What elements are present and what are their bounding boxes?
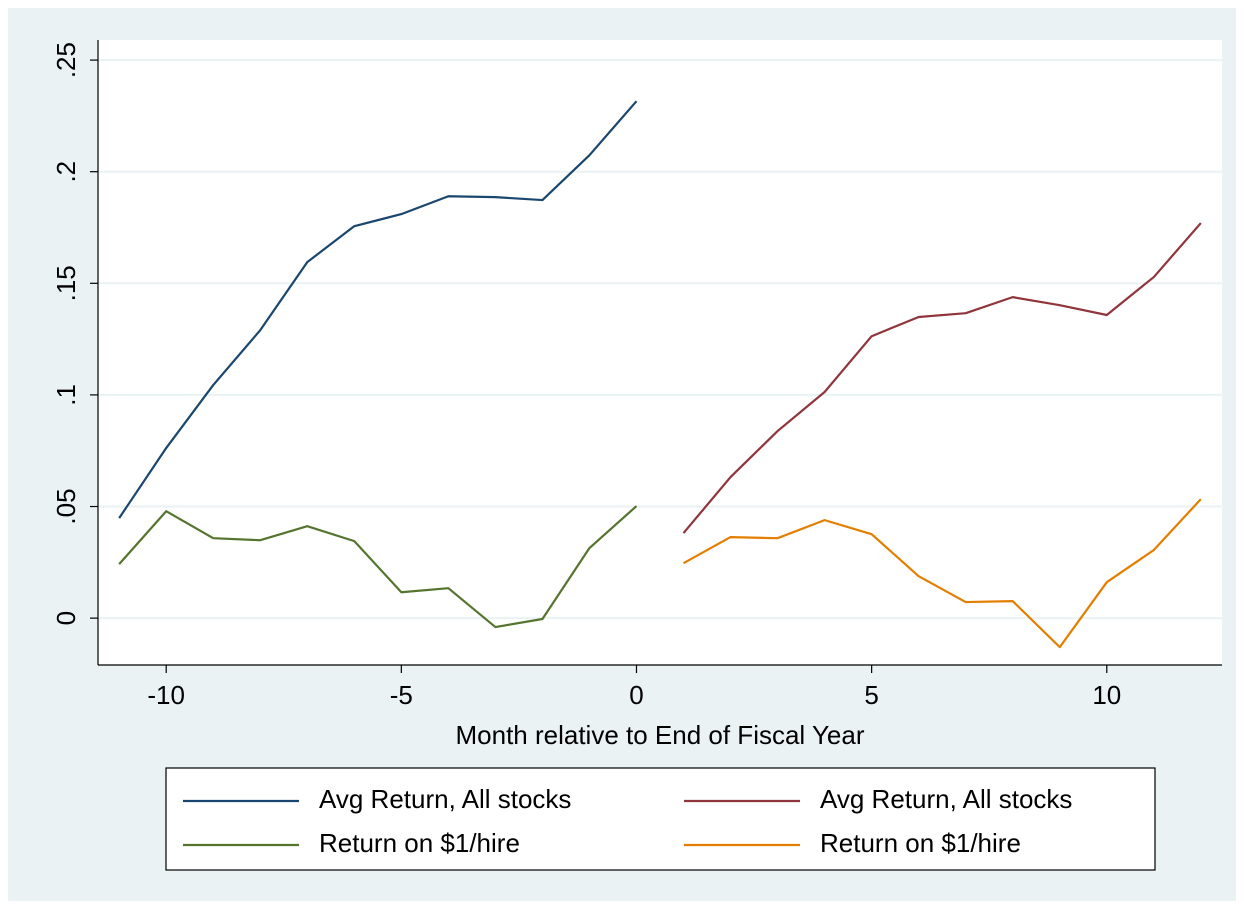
legend-label: Avg Return, All stocks [820,784,1072,814]
x-tick-label: -5 [390,680,413,710]
legend-label: Avg Return, All stocks [319,784,571,814]
y-tick-label: .25 [51,42,81,78]
y-tick-label: 0 [51,611,81,625]
y-tick-label: .15 [51,265,81,301]
x-tick-label: 0 [629,680,643,710]
y-tick-label: .05 [51,488,81,524]
x-tick-label: -10 [147,680,185,710]
legend-label: Return on $1/hire [319,828,520,858]
y-tick-label: .1 [51,384,81,406]
legend-label: Return on $1/hire [820,828,1021,858]
x-tick-label: 10 [1092,680,1121,710]
plot-area [98,40,1222,665]
legend [165,767,1156,871]
x-tick-label: 5 [864,680,878,710]
series-line [118,505,638,629]
series-line [682,498,1202,649]
series-line [682,222,1202,534]
series-line [118,100,638,519]
y-tick-label: .2 [51,161,81,183]
x-axis-title: Month relative to End of Fiscal Year [455,720,864,750]
